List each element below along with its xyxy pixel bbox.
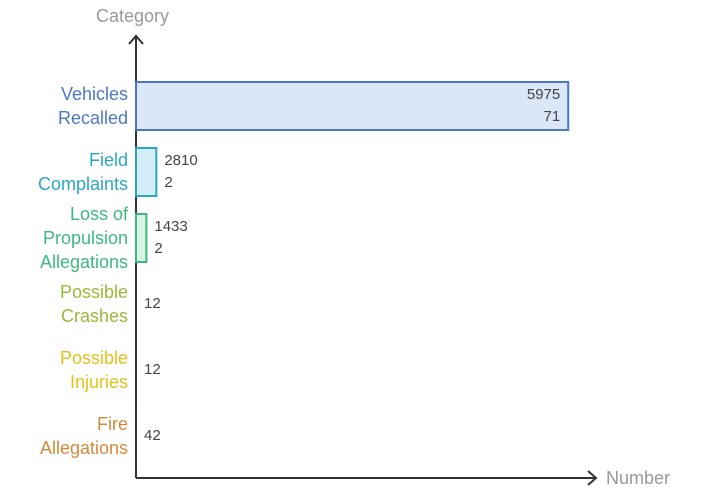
category-label: Possible Injuries: [59, 348, 128, 392]
bar: [135, 147, 158, 197]
category-label: Field Complaints: [37, 150, 128, 194]
value-label: 12: [144, 295, 161, 312]
category-label: Loss of Propulsion Allegations: [39, 204, 128, 272]
value-label: 12: [144, 361, 161, 378]
value-label: 42: [144, 427, 161, 444]
category-label: Vehicles Recalled: [57, 84, 128, 128]
category-label: Fire Allegations: [39, 414, 128, 458]
x-axis-title: Number: [606, 468, 671, 488]
value-label: 28102: [164, 152, 198, 191]
y-axis-arrow: [128, 34, 144, 45]
x-axis-arrow: [587, 470, 598, 486]
y-axis-title: Category: [96, 6, 170, 26]
bar: [135, 81, 570, 131]
value-label: 597571: [526, 86, 561, 125]
category-label: Possible Crashes: [59, 282, 128, 326]
value-label: 14332: [154, 218, 188, 257]
bar: [135, 213, 148, 263]
